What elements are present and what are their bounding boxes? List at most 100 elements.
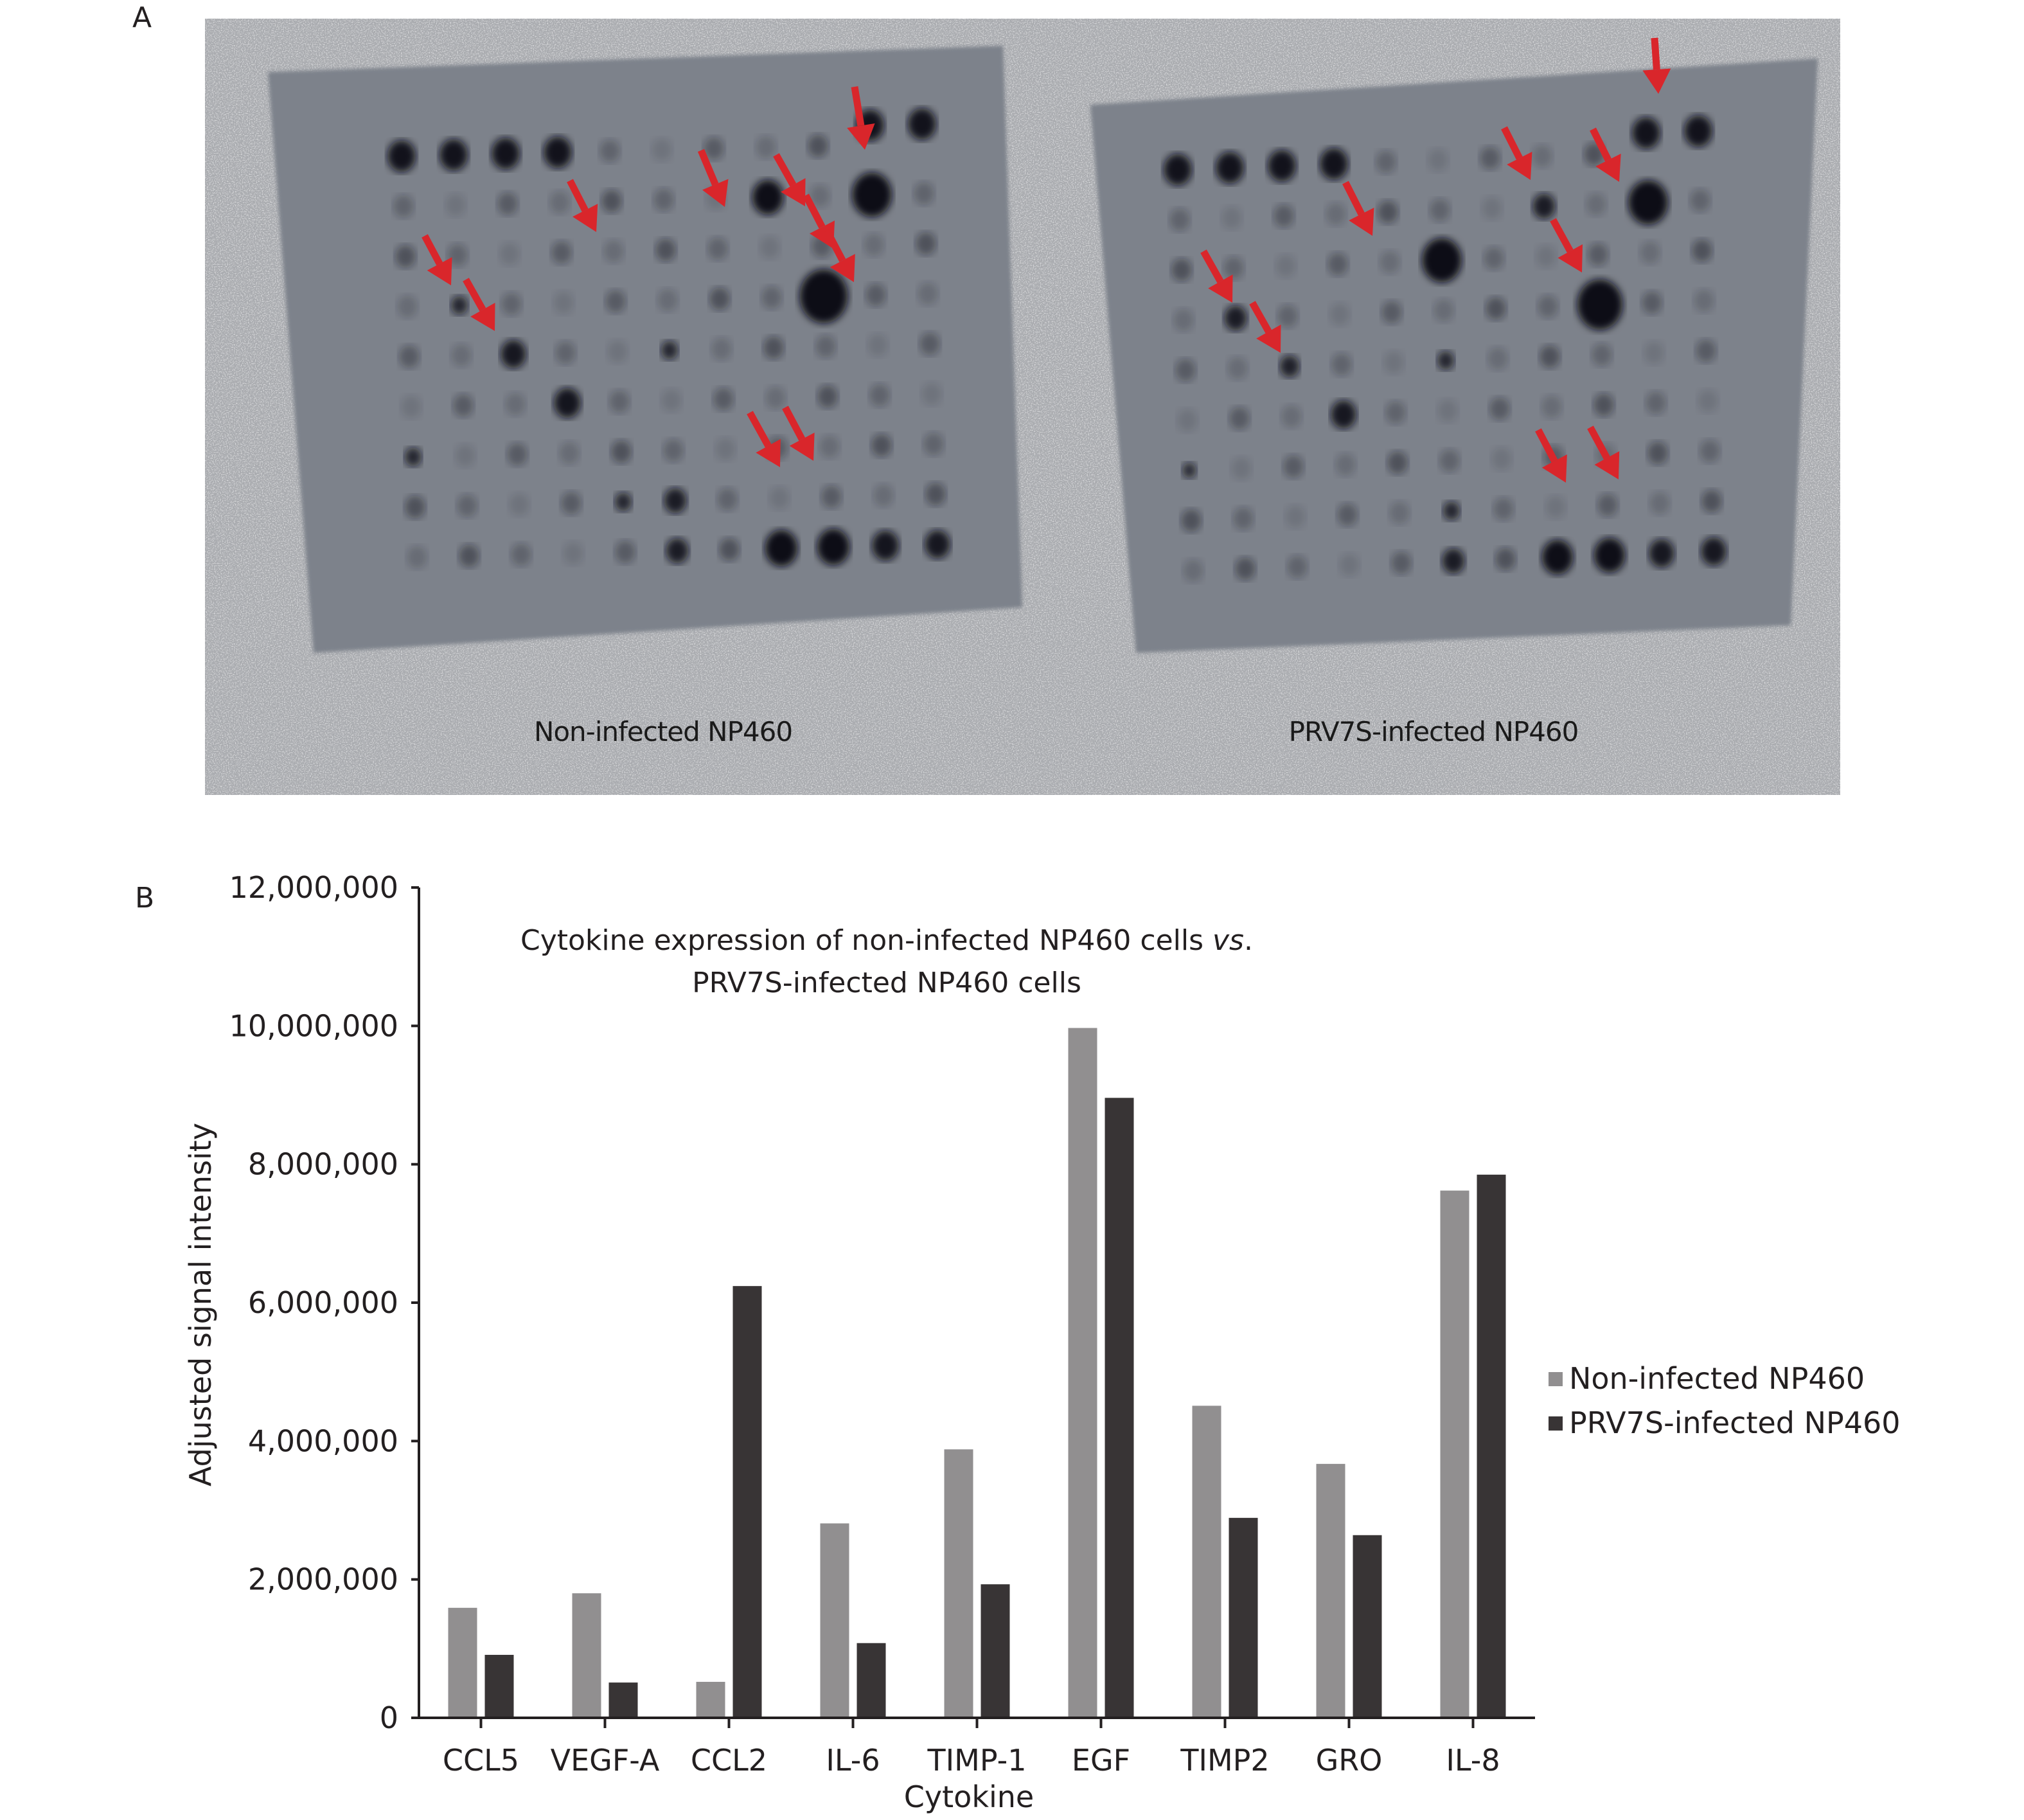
array-spot — [1484, 247, 1504, 270]
array-spot — [1173, 308, 1194, 332]
array-spot — [1577, 279, 1623, 330]
array-spot — [1532, 145, 1552, 168]
array-spot — [393, 195, 414, 218]
array-spot — [1628, 180, 1668, 225]
array-spot — [445, 193, 466, 217]
bar-prv7s-infected-vegf-a — [608, 1682, 638, 1717]
bar-prv7s-infected-ccl5 — [484, 1655, 514, 1717]
array-spot — [1175, 359, 1196, 382]
x-axis: CCL5 VEGF-A CCL2 IL-6 TIMP-1 EGF TIMP2 GRO IL-8 — [411, 1717, 1535, 1778]
array-spot — [1486, 297, 1506, 320]
bar-prv7s-infected-ccl2 — [732, 1286, 762, 1717]
red-arrow-icon — [422, 234, 452, 285]
array-spot — [1221, 206, 1242, 229]
red-arrow-icon — [1200, 249, 1233, 303]
array-spot — [387, 140, 416, 172]
array-spot — [457, 494, 477, 517]
array-spot — [1647, 442, 1668, 465]
array-spot — [1632, 117, 1660, 149]
x-tick-label: TIMP2 — [1180, 1743, 1269, 1778]
array-spot — [450, 296, 468, 315]
y-tick-label: 0 — [380, 1700, 398, 1735]
array-spot — [1335, 453, 1356, 476]
array-spot — [711, 337, 732, 361]
array-spot — [1383, 351, 1404, 374]
array-spot — [1538, 295, 1558, 318]
array-spot — [719, 538, 740, 561]
y-tick-label: 10,000,000 — [229, 1008, 398, 1043]
array-spot — [1698, 389, 1718, 413]
legend: Non-infected NP460 PRV7S-infected NP460 — [1549, 1361, 1901, 1440]
array-spot — [459, 544, 479, 567]
array-spot — [1642, 291, 1662, 314]
array-spot — [451, 344, 472, 367]
array-spot — [509, 493, 529, 516]
array-spot — [607, 340, 628, 363]
array-spot — [1320, 148, 1348, 180]
array-spot — [1443, 501, 1460, 521]
array-spot — [1701, 537, 1727, 566]
array-spot — [1540, 345, 1560, 368]
array-spot — [799, 269, 848, 323]
array-spot — [666, 538, 689, 564]
array-spot — [717, 488, 738, 511]
array-spot — [1285, 505, 1306, 528]
array-spot — [663, 439, 684, 462]
array-spot — [563, 542, 583, 565]
bar-prv7s-infected-il-6 — [857, 1643, 886, 1717]
y-axis-title: Adjusted signal intensity — [183, 1123, 218, 1486]
array-spot — [918, 282, 938, 305]
array-spot — [1545, 495, 1566, 519]
array-spot — [661, 341, 679, 360]
x-tick-label: TIMP-1 — [927, 1743, 1027, 1778]
array-spot — [1177, 409, 1198, 432]
array-spot — [603, 240, 624, 263]
array-spot — [544, 136, 572, 168]
red-arrow-icon — [847, 86, 875, 150]
array-spot — [1649, 492, 1670, 515]
y-tick-label: 12,000,000 — [229, 870, 398, 905]
array-spot — [1380, 251, 1400, 274]
array-spot — [497, 192, 518, 215]
array-spot — [817, 528, 850, 566]
array-spot — [1275, 254, 1296, 278]
red-arrow-icon — [1501, 126, 1532, 180]
bar-prv7s-infected-il-8 — [1477, 1174, 1506, 1717]
array-spot — [1586, 193, 1606, 216]
array-spot — [553, 291, 574, 314]
bar-non-infected-il-6 — [820, 1523, 849, 1717]
array-spot — [609, 390, 630, 413]
array-spot — [1235, 557, 1256, 580]
y-tick-label: 4,000,000 — [248, 1423, 398, 1458]
bar-non-infected-il-8 — [1440, 1190, 1469, 1717]
chart-title-line1: Cytokine expression of non-infected NP46… — [520, 924, 1253, 957]
array-spot — [401, 395, 422, 418]
array-spot — [871, 434, 892, 457]
array-spot — [769, 486, 790, 510]
array-spot — [399, 345, 420, 368]
array-spot — [614, 492, 632, 512]
array-spot — [1171, 258, 1192, 281]
array-spot — [1592, 343, 1612, 366]
array-spot — [763, 336, 784, 359]
array-spot — [704, 137, 724, 160]
chart-title-line2: PRV7S-infected NP460 cells — [692, 967, 1081, 999]
legend-label-prv7s-infected: PRV7S-infected NP460 — [1569, 1405, 1901, 1440]
array-spot — [1692, 239, 1712, 262]
array-spot — [817, 385, 838, 408]
array-spot — [867, 334, 888, 357]
red-arrow-icon — [1249, 301, 1281, 353]
array-spot — [1532, 193, 1556, 219]
array-spot — [872, 530, 899, 561]
legend-swatch-non-infected — [1549, 1372, 1563, 1386]
array-spot — [404, 447, 422, 467]
bar-non-infected-timp-1 — [944, 1449, 973, 1717]
array-spot — [808, 134, 828, 157]
bar-prv7s-infected-gro — [1353, 1535, 1382, 1717]
array-spot — [555, 341, 576, 364]
red-arrow-icon — [1587, 425, 1620, 479]
array-spot — [1536, 245, 1556, 268]
array-spot — [916, 232, 936, 255]
array-spot — [707, 237, 728, 260]
array-spot — [761, 286, 782, 309]
